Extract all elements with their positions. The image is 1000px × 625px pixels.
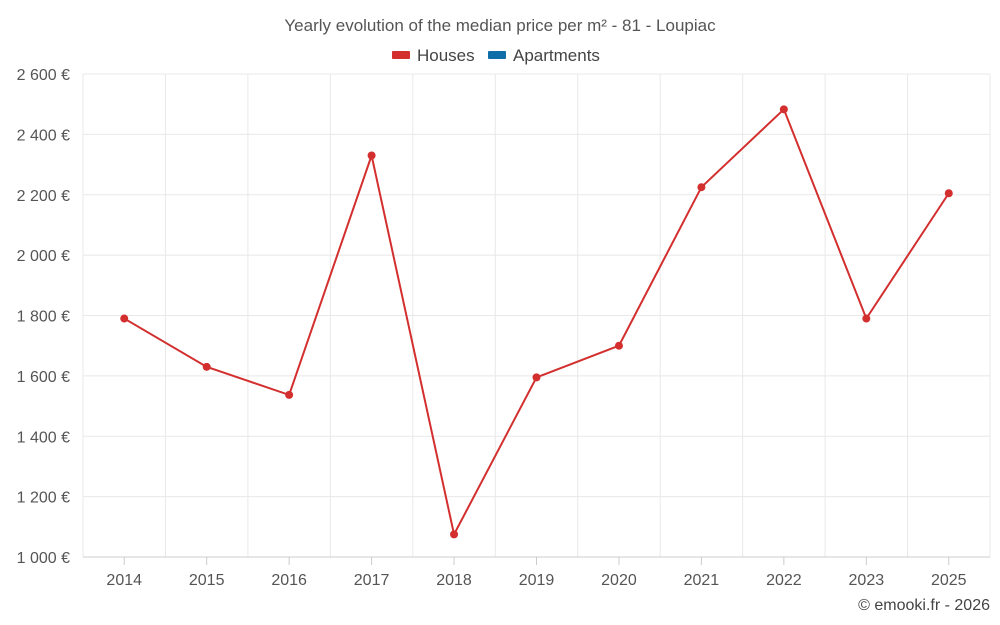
gridlines (82, 73, 991, 558)
legend-swatch-apartments (488, 51, 506, 59)
data-point-houses[interactable] (285, 390, 294, 399)
y-tick-label: 2 200 € (17, 188, 70, 205)
data-point-houses[interactable] (367, 151, 376, 160)
data-point-houses[interactable] (202, 362, 211, 371)
x-tick-label: 2023 (849, 572, 885, 589)
x-tick-label: 2017 (354, 572, 390, 589)
x-tick-label: 2015 (189, 572, 225, 589)
x-tick-label: 2021 (684, 572, 720, 589)
legend: Houses Apartments (392, 46, 600, 65)
x-tick-label: 2020 (601, 572, 637, 589)
y-tick-label: 2 000 € (17, 248, 70, 265)
y-tick-label: 1 000 € (17, 550, 70, 567)
legend-label-houses: Houses (417, 46, 475, 65)
x-tick-label: 2022 (766, 572, 802, 589)
y-tick-label: 1 400 € (17, 429, 70, 446)
credit-text: © emooki.fr - 2026 (858, 597, 990, 614)
y-tick-label: 1 800 € (17, 309, 70, 326)
legend-label-apartments: Apartments (513, 46, 600, 65)
x-tick-label: 2025 (931, 572, 967, 589)
data-point-houses[interactable] (862, 314, 871, 323)
x-tick-label: 2016 (271, 572, 307, 589)
data-point-houses[interactable] (697, 183, 706, 192)
x-axis: 2014 2015 2016 2017 2018 2019 2020 2021 2022 2023… (83, 556, 990, 589)
data-point-houses[interactable] (120, 314, 129, 323)
series-layer (120, 105, 953, 539)
legend-item-apartments[interactable]: Apartments (488, 46, 600, 65)
legend-item-houses[interactable]: Houses (392, 46, 475, 65)
y-tick-label: 2 600 € (17, 67, 70, 84)
x-tick-label: 2019 (519, 572, 555, 589)
data-point-houses[interactable] (779, 105, 788, 114)
y-axis: 1 000 € 1 200 € 1 400 € 1 600 € 1 800 € 2 000… (17, 67, 70, 567)
legend-swatch-houses (392, 51, 410, 59)
y-tick-label: 1 200 € (17, 490, 70, 507)
data-point-houses[interactable] (944, 189, 953, 198)
x-tick-label: 2018 (436, 572, 472, 589)
x-tick-label: 2014 (106, 572, 142, 589)
data-point-houses[interactable] (450, 530, 459, 539)
y-tick-label: 2 400 € (17, 127, 70, 144)
data-point-houses[interactable] (614, 341, 623, 350)
y-tick-label: 1 600 € (17, 369, 70, 386)
chart-title: Yearly evolution of the median price per… (284, 16, 716, 35)
data-point-houses[interactable] (532, 373, 541, 382)
